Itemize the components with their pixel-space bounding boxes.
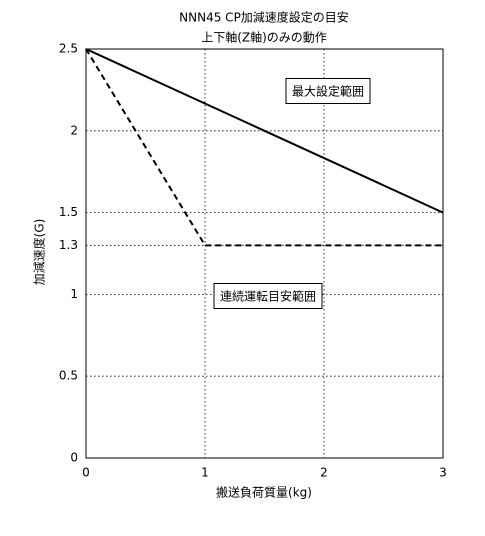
series-line (85, 48, 443, 247)
y-tick-label: 1 (70, 287, 78, 301)
x-tick-label: 1 (201, 466, 209, 480)
x-tick-label: 0 (82, 466, 90, 480)
plot-frame (85, 48, 444, 459)
x-tick-label: 2 (320, 466, 328, 480)
y-tick-label: 1.3 (59, 238, 78, 252)
series-line (85, 48, 444, 214)
annotation-box (285, 78, 371, 104)
x-axis-label: 搬送負荷質量(kg) (216, 485, 312, 500)
chart-title: NNN45 CP加減速度設定の目安 (179, 10, 349, 25)
y-tick-label: 0.5 (59, 369, 78, 383)
chart-subtitle: 上下軸(Z軸)のみの動作 (201, 31, 327, 45)
y-tick-label: 0 (70, 451, 78, 465)
annotation-box (213, 283, 323, 309)
y-axis-label: 加減速度(G) (32, 219, 47, 286)
y-tick-label: 1.5 (59, 205, 78, 219)
x-tick-label: 3 (439, 466, 447, 480)
y-tick-label: 2.5 (59, 42, 78, 56)
annotation: 最大設定範囲 (292, 84, 364, 99)
y-tick-label: 2 (70, 123, 78, 137)
annotation: 連続運転目安範囲 (220, 289, 316, 304)
